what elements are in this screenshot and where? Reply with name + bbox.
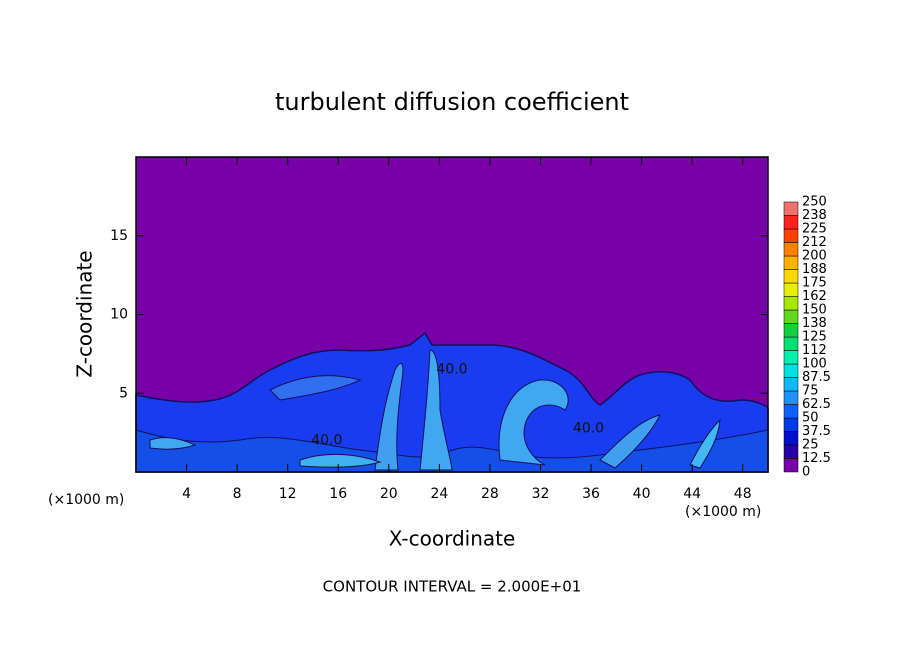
colorbar-segment (783, 282, 799, 297)
x-tick-label: 32 (532, 486, 550, 502)
colorbar-segment (783, 417, 799, 432)
colorbar-segment (783, 255, 799, 270)
x-tick-label: 8 (233, 486, 242, 502)
x-tick-label: 48 (734, 486, 752, 502)
y-axis-label: Z-coordinate (73, 250, 97, 377)
colorbar-label: 75 (802, 384, 819, 399)
colorbar-segment (783, 444, 799, 459)
colorbar-label: 225 (802, 222, 827, 237)
x-tick-label: 16 (329, 486, 347, 502)
colorbar-segment (783, 296, 799, 311)
colorbar-segment (783, 390, 799, 405)
y-tick-label: 15 (110, 228, 128, 244)
x-axis-label: X-coordinate (389, 527, 516, 551)
colorbar-segment (783, 215, 799, 230)
x-tick-label: 12 (279, 486, 297, 502)
colorbar-segment (783, 201, 799, 216)
colorbar-label: 62.5 (802, 397, 831, 412)
colorbar-segment (783, 336, 799, 351)
x-tick-label: 4 (182, 486, 191, 502)
contour-label: 40.0 (311, 433, 342, 449)
colorbar-label: 175 (802, 276, 827, 291)
colorbar-label: 50 (802, 411, 819, 426)
x-tick-label: 28 (481, 486, 499, 502)
colorbar-segment (783, 404, 799, 419)
y-tick-label: 5 (119, 385, 128, 401)
colorbar-label: 250 (802, 195, 827, 210)
colorbar-label: 162 (802, 289, 827, 304)
colorbar-label: 138 (802, 316, 827, 331)
colorbar-label: 12.5 (802, 451, 831, 466)
contour-label: 40.0 (436, 362, 467, 378)
colorbar-label: 200 (802, 249, 827, 264)
colorbar-segment (783, 350, 799, 365)
colorbar-segment (783, 242, 799, 257)
contour-field (135, 331, 769, 473)
x-unit-label: (×1000 m) (48, 492, 124, 508)
colorbar-label: 125 (802, 330, 827, 345)
colorbar-segment (783, 228, 799, 243)
colorbar-label: 188 (802, 262, 827, 277)
colorbar-label: 150 (802, 303, 827, 318)
colorbar-segment (783, 377, 799, 392)
y-tick-label: 10 (110, 307, 128, 323)
colorbar-segment (783, 269, 799, 284)
colorbar-label: 112 (802, 343, 827, 358)
colorbar-label: 212 (802, 235, 827, 250)
colorbar-segment (783, 363, 799, 378)
colorbar-label: 0 (802, 465, 810, 480)
colorbar-segment (783, 309, 799, 324)
chart-title: turbulent diffusion coefficient (275, 88, 629, 116)
colorbar-label: 87.5 (802, 370, 831, 385)
colorbar-label: 25 (802, 438, 819, 453)
colorbar-label: 100 (802, 357, 827, 372)
x-tick-label: 20 (380, 486, 398, 502)
contour-label: 40.0 (573, 421, 604, 437)
colorbar-label: 238 (802, 208, 827, 223)
x-tick-label: 40 (633, 486, 651, 502)
x-tick-label: 36 (582, 486, 600, 502)
x-tick-label: 24 (430, 486, 448, 502)
colorbar-segment (783, 458, 799, 473)
colorbar-label: 37.5 (802, 424, 831, 439)
colorbar-segment (783, 431, 799, 446)
x-tick-label: 44 (683, 486, 701, 502)
colorbar-segment (783, 323, 799, 338)
footer: CONTOUR INTERVAL = 2.000E+01 (323, 578, 582, 596)
x-unit-label: (×1000 m) (685, 504, 761, 520)
